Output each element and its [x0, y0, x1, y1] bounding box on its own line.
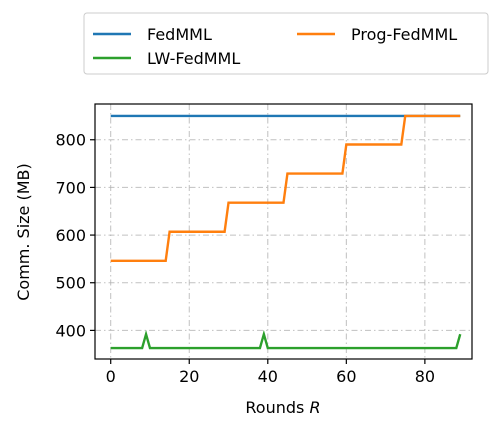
- series-layer: [110, 114, 462, 350]
- plot-frame: [94, 103, 473, 360]
- x-tick-label: 80: [415, 367, 435, 386]
- legend-frame: [83, 12, 489, 75]
- plot-area: 0 20 40 60 80 400 500 600 700 800: [55, 103, 473, 386]
- y-tick-label: 500: [55, 274, 86, 293]
- legend: FedMML Prog-FedMML LW-FedMML: [83, 12, 489, 75]
- legend-label-fedmml: FedMML: [147, 25, 212, 44]
- x-tick-label: 40: [258, 367, 278, 386]
- y-tick-label: 800: [55, 131, 86, 150]
- gridlines: [95, 104, 472, 359]
- series-line-lw-fedmml: [110, 329, 462, 350]
- legend-label-lw-fedmml: LW-FedMML: [147, 49, 240, 68]
- x-tick-label: 20: [179, 367, 199, 386]
- series-line-prog-fedmml: [110, 114, 461, 263]
- x-tick-label: 60: [336, 367, 356, 386]
- x-axis-label: Rounds R: [245, 398, 320, 417]
- y-tick-label: 700: [55, 178, 86, 197]
- legend-label-prog-fedmml: Prog-FedMML: [351, 25, 457, 44]
- x-tick-label: 0: [106, 367, 116, 386]
- y-tick-label: 600: [55, 226, 86, 245]
- ticks: 0 20 40 60 80 400 500 600 700 800: [55, 131, 435, 386]
- y-axis-label: Comm. Size (MB): [14, 163, 33, 301]
- y-tick-label: 400: [55, 321, 86, 340]
